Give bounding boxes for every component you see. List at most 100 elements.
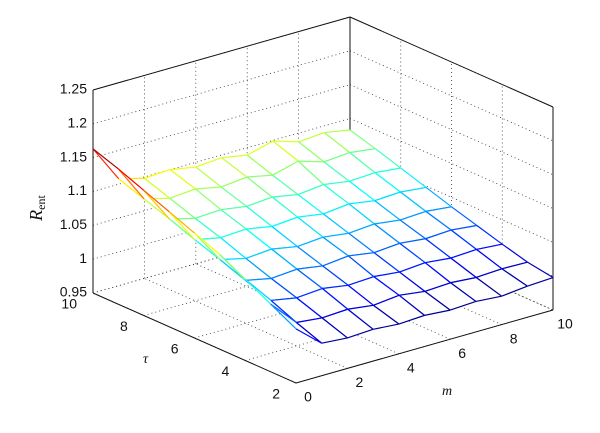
mesh-edge: [373, 252, 400, 273]
mesh-edge: [375, 148, 402, 169]
mesh-edge: [348, 223, 375, 234]
mesh-edge: [117, 168, 145, 200]
mesh-edge: [221, 154, 248, 159]
mesh-face: [272, 141, 324, 162]
grid-line: [92, 50, 351, 125]
x-tick-label: 2: [356, 374, 364, 390]
mesh-edge: [272, 140, 299, 162]
mesh-face: [246, 226, 298, 250]
mesh-edge: [399, 242, 426, 264]
mesh-edge: [374, 223, 401, 244]
mesh-edge: [221, 157, 248, 178]
x-axis-label: m: [442, 384, 452, 399]
mesh-edge: [118, 178, 145, 200]
mesh-edge: [271, 268, 298, 280]
mesh-edge: [476, 268, 503, 279]
mesh-edge: [295, 322, 323, 344]
mesh-edge: [398, 294, 425, 316]
mesh-edge: [297, 216, 324, 238]
mesh-edge: [450, 276, 477, 284]
grid-line: [92, 219, 351, 294]
mesh-face: [323, 233, 375, 256]
mesh-face: [425, 258, 477, 283]
mesh-edge: [322, 255, 349, 267]
mesh-edge: [323, 152, 350, 163]
mesh-edge: [143, 189, 170, 220]
grid-line: [245, 287, 503, 361]
mesh-edge: [322, 284, 349, 290]
mesh-edge: [425, 257, 451, 264]
mesh-edge: [245, 277, 272, 281]
mesh-edge: [476, 225, 503, 245]
mesh-face: [450, 277, 502, 302]
mesh-edge: [246, 140, 274, 156]
mesh-face: [296, 288, 348, 318]
mesh-edge: [219, 254, 246, 280]
z-tick-label: 1.2: [68, 115, 88, 131]
grid-line: [92, 185, 351, 260]
mesh-edge: [425, 238, 452, 259]
mesh-edge: [245, 228, 272, 250]
mesh-face: [298, 132, 350, 162]
mesh-edge: [323, 184, 350, 205]
mesh-face: [194, 237, 246, 260]
z-tick-label: 1.05: [60, 216, 87, 232]
mesh-edge: [324, 129, 351, 134]
y-tick-label: 8: [120, 318, 128, 334]
mesh-edge: [424, 262, 451, 284]
mesh-edge: [296, 246, 324, 267]
mesh-edge: [297, 194, 324, 215]
mesh-edge: [246, 225, 272, 230]
mesh-face: [400, 187, 452, 212]
mesh-edge: [297, 236, 324, 248]
mesh-edge: [271, 216, 298, 228]
mesh-edge: [297, 160, 325, 185]
mesh-edge: [321, 308, 348, 319]
mesh-edge: [246, 176, 273, 198]
mesh-face: [271, 246, 323, 270]
mesh-edge: [295, 328, 322, 344]
mesh-edge: [272, 193, 299, 198]
mesh-edge: [374, 172, 401, 193]
mesh-face: [298, 161, 350, 185]
mesh-edge: [195, 186, 222, 190]
mesh-edge: [169, 188, 196, 199]
mesh-edge: [425, 206, 452, 212]
mesh-edge: [296, 317, 323, 324]
mesh-edge: [475, 295, 502, 303]
mesh-edge: [400, 186, 427, 193]
mesh-edge: [373, 271, 400, 278]
mesh-face: [349, 200, 401, 224]
mesh-edge: [425, 229, 452, 240]
mesh-face: [424, 282, 476, 311]
mesh-edge: [527, 261, 554, 279]
x-tick-label: 10: [557, 316, 573, 332]
axis-line: [349, 16, 554, 108]
axis-line: [92, 292, 297, 384]
mesh-face: [348, 252, 400, 277]
mesh-edge: [245, 257, 272, 279]
mesh-edge: [296, 265, 323, 270]
mesh-edge: [245, 248, 272, 260]
x-tick-label: 4: [407, 360, 415, 376]
mesh-edge: [321, 317, 348, 339]
mesh-edge: [475, 277, 502, 297]
mesh-edge: [246, 174, 273, 178]
mesh-edge: [194, 217, 221, 239]
mesh-edge: [170, 166, 196, 171]
mesh-edge: [168, 211, 195, 234]
mesh-edge: [372, 323, 399, 330]
mesh-edge: [169, 197, 196, 219]
mesh-edge: [450, 300, 477, 311]
mesh-face: [476, 244, 528, 269]
mesh-edge: [298, 141, 325, 163]
mesh-edge: [246, 154, 273, 176]
mesh-edge: [373, 304, 400, 325]
mesh-edge: [271, 226, 298, 248]
mesh-edge: [501, 261, 528, 270]
mesh-face: [450, 249, 502, 278]
mesh-face: [195, 187, 247, 210]
mesh-edge: [424, 282, 451, 292]
z-axis-label: Rent: [26, 195, 48, 222]
mesh-face: [375, 168, 427, 193]
